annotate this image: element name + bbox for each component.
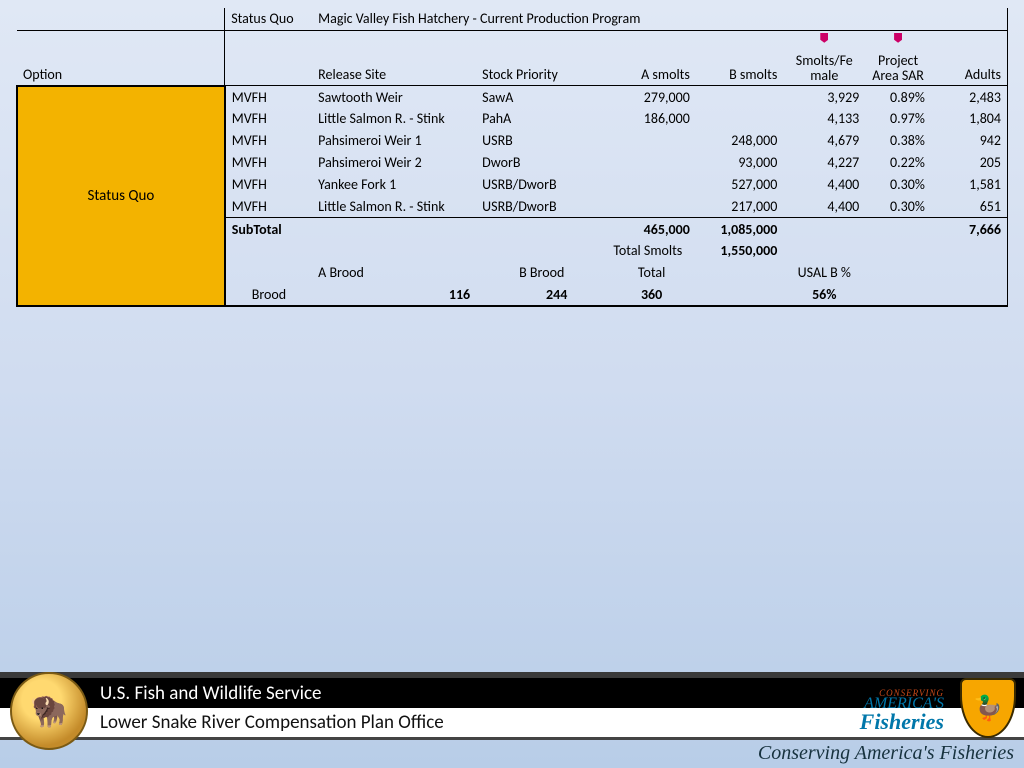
b-brood-label: B Brood — [476, 262, 607, 284]
column-header-row: Option Release Site Stock Priority A smo… — [17, 30, 1008, 52]
cell-code: MVFH — [225, 174, 312, 196]
agency-name: U.S. Fish and Wildlife Service — [100, 682, 321, 705]
tagline: Conserving America's Fisheries — [758, 742, 1014, 765]
col-release-site: Release Site — [312, 30, 476, 86]
cell-b — [696, 86, 783, 108]
tagline-bar: Conserving America's Fisheries — [0, 740, 1024, 766]
cell-site: Little Salmon R. - Stink — [312, 108, 476, 130]
table-title-row: Status Quo Magic Valley Fish Hatchery - … — [17, 8, 1008, 30]
col-adults: Adults — [931, 52, 1008, 86]
table-title: Magic Valley Fish Hatchery - Current Pro… — [312, 8, 1007, 30]
cell-code: MVFH — [225, 86, 312, 108]
cell-sar: 0.89% — [865, 86, 931, 108]
usal-value: 56% — [783, 284, 865, 306]
cell-sf: 4,400 — [783, 174, 865, 196]
cell-a — [607, 196, 696, 218]
cell-a — [607, 174, 696, 196]
doi-seal-icon: 🦬 — [10, 672, 88, 750]
slide-area: Status Quo Magic Valley Fish Hatchery - … — [0, 0, 1024, 670]
col-sar: ProjectArea SAR — [865, 52, 931, 86]
cell-priority: USRB/DworB — [476, 174, 607, 196]
option-header: Option — [17, 30, 225, 86]
cell-sar: 0.97% — [865, 108, 931, 130]
office-name: Lower Snake River Compensation Plan Offi… — [100, 711, 444, 734]
cell-priority: USRB — [476, 130, 607, 152]
cell-priority: SawA — [476, 86, 607, 108]
cell-site: Little Salmon R. - Stink — [312, 196, 476, 218]
option-status-quo-block: Status Quo — [17, 86, 225, 306]
cell-a: 186,000 — [607, 108, 696, 130]
subtotal-label: SubTotal — [225, 218, 312, 240]
footer: U.S. Fish and Wildlife Service Lower Sna… — [0, 672, 1024, 768]
cell-sf: 3,929 — [783, 86, 865, 108]
subtotal-a: 465,000 — [607, 218, 696, 240]
a-brood-value: 116 — [312, 284, 476, 306]
cell-a — [607, 152, 696, 174]
cell-ad: 942 — [931, 130, 1008, 152]
cell-site: Pahsimeroi Weir 1 — [312, 130, 476, 152]
cell-ad: 651 — [931, 196, 1008, 218]
status-quo-tag: Status Quo — [225, 8, 312, 30]
cell-sar: 0.30% — [865, 196, 931, 218]
subtotal-b: 1,085,000 — [696, 218, 783, 240]
cell-b: 217,000 — [696, 196, 783, 218]
usal-label: USAL B % — [783, 262, 865, 284]
production-table: Status Quo Magic Valley Fish Hatchery - … — [16, 8, 1008, 307]
subtotal-ad: 7,666 — [931, 218, 1008, 240]
cell-priority: USRB/DworB — [476, 196, 607, 218]
cell-ad: 2,483 — [931, 86, 1008, 108]
cell-code: MVFH — [225, 196, 312, 218]
cell-site: Sawtooth Weir — [312, 86, 476, 108]
total-smolts-value: 1,550,000 — [696, 240, 783, 262]
brood-total-label: Total — [607, 262, 696, 284]
cell-ad: 205 — [931, 152, 1008, 174]
table-row: Status Quo MVFH Sawtooth Weir SawA 279,0… — [17, 86, 1008, 108]
cell-site: Pahsimeroi Weir 2 — [312, 152, 476, 174]
cell-sar: 0.38% — [865, 130, 931, 152]
cell-sf: 4,227 — [783, 152, 865, 174]
brood-total-value: 360 — [607, 284, 696, 306]
cell-ad: 1,804 — [931, 108, 1008, 130]
cell-priority: DworB — [476, 152, 607, 174]
col-a-smolts: A smolts — [607, 30, 696, 86]
col-b-smolts: B smolts — [696, 30, 783, 86]
cell-sar: 0.30% — [865, 174, 931, 196]
marker-icon — [820, 33, 828, 43]
cell-sf: 4,133 — [783, 108, 865, 130]
total-smolts-label: Total Smolts — [607, 240, 696, 262]
a-brood-label: A Brood — [312, 262, 476, 284]
cell-a: 279,000 — [607, 86, 696, 108]
cell-code: MVFH — [225, 152, 312, 174]
cell-b — [696, 108, 783, 130]
cell-b: 93,000 — [696, 152, 783, 174]
cell-ad: 1,581 — [931, 174, 1008, 196]
marker-icon — [894, 33, 902, 43]
cell-code: MVFH — [225, 108, 312, 130]
col-stock-priority: Stock Priority — [476, 30, 607, 86]
cell-sar: 0.22% — [865, 152, 931, 174]
cell-code: MVFH — [225, 130, 312, 152]
cell-b: 527,000 — [696, 174, 783, 196]
cell-priority: PahA — [476, 108, 607, 130]
fisheries-logo: CONSERVING AMERICA'S Fisheries — [860, 689, 944, 732]
b-brood-value: 244 — [476, 284, 607, 306]
cell-site: Yankee Fork 1 — [312, 174, 476, 196]
col-smolts-female: Smolts/Female — [783, 52, 865, 86]
cell-sf: 4,679 — [783, 130, 865, 152]
fisheries-logo-line3: Fisheries — [860, 709, 944, 734]
cell-b: 248,000 — [696, 130, 783, 152]
brood-row-label: Brood — [225, 284, 312, 306]
cell-sf: 4,400 — [783, 196, 865, 218]
cell-a — [607, 130, 696, 152]
